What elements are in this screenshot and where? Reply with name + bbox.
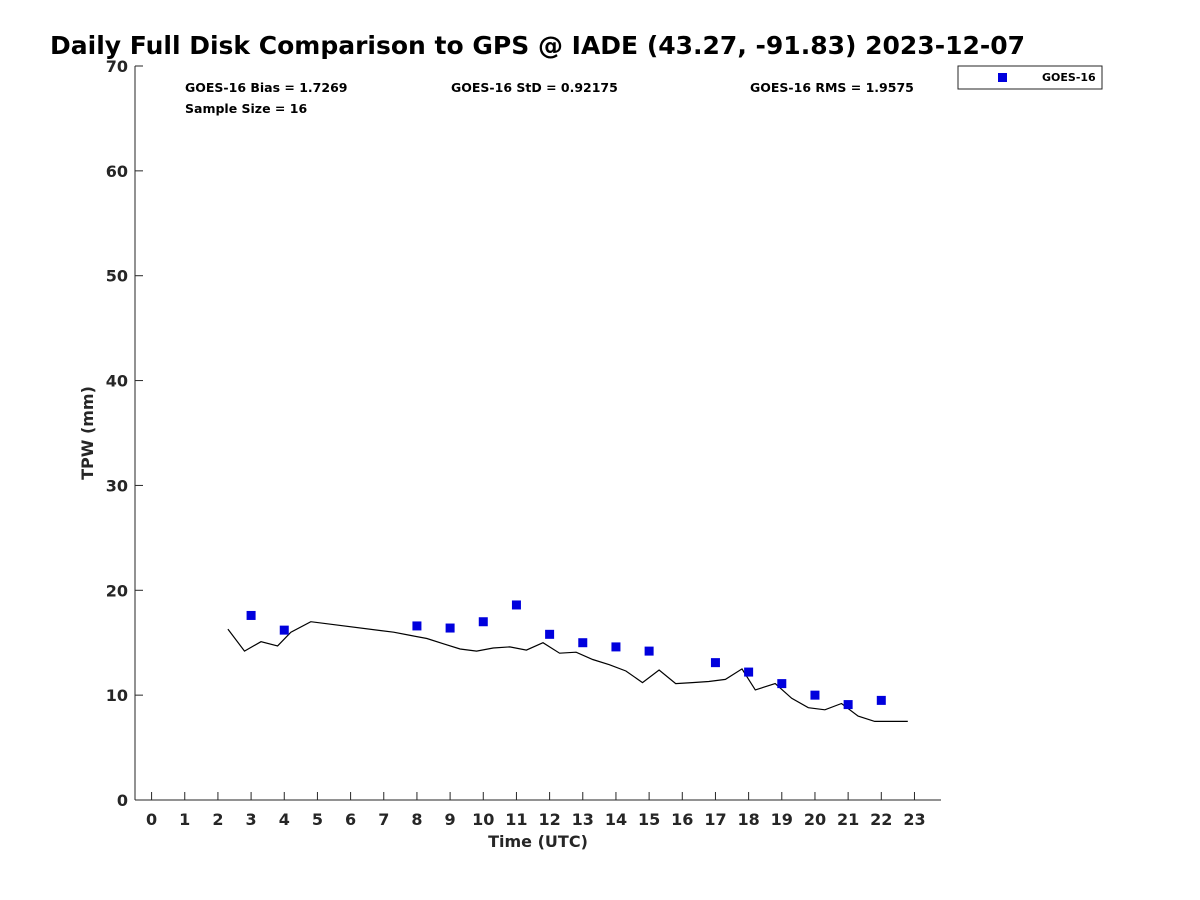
legend: GOES-16 bbox=[957, 65, 1103, 90]
legend-marker bbox=[998, 73, 1007, 82]
goes-point bbox=[810, 690, 820, 700]
x-tick-label: 18 bbox=[737, 810, 759, 829]
x-tick-label: 13 bbox=[572, 810, 594, 829]
goes-point bbox=[445, 623, 455, 633]
std-stat: GOES-16 StD = 0.92175 bbox=[451, 80, 618, 95]
chart-title: Daily Full Disk Comparison to GPS @ IADE… bbox=[50, 31, 1025, 60]
x-tick-label: 5 bbox=[312, 810, 323, 829]
goes-point bbox=[843, 700, 853, 710]
goes-point bbox=[777, 679, 787, 689]
x-tick-label: 23 bbox=[903, 810, 925, 829]
x-tick-label: 10 bbox=[472, 810, 494, 829]
y-tick-label: 10 bbox=[106, 686, 128, 705]
x-tick-label: 19 bbox=[771, 810, 793, 829]
y-axis-label: TPW (mm) bbox=[78, 386, 97, 480]
goes-point bbox=[876, 695, 886, 705]
x-tick-label: 14 bbox=[605, 810, 627, 829]
x-tick-label: 4 bbox=[279, 810, 290, 829]
y-tick-label: 50 bbox=[106, 267, 128, 286]
x-tick-label: 9 bbox=[445, 810, 456, 829]
y-tick-label: 0 bbox=[117, 791, 128, 810]
goes-point bbox=[644, 646, 654, 656]
x-tick-label: 20 bbox=[804, 810, 826, 829]
goes-point bbox=[279, 625, 289, 635]
x-tick-label: 7 bbox=[378, 810, 389, 829]
x-tick-label: 8 bbox=[411, 810, 422, 829]
goes-point bbox=[246, 610, 256, 620]
legend-label: GOES-16 bbox=[1042, 71, 1096, 84]
x-tick-label: 16 bbox=[671, 810, 693, 829]
x-tick-label: 11 bbox=[505, 810, 527, 829]
x-tick-label: 0 bbox=[146, 810, 157, 829]
goes-point bbox=[511, 600, 521, 610]
x-tick-label: 21 bbox=[837, 810, 859, 829]
goes-point bbox=[611, 642, 621, 652]
y-tick-label: 60 bbox=[106, 162, 128, 181]
x-tick-label: 1 bbox=[179, 810, 190, 829]
goes-point bbox=[545, 629, 555, 639]
goes-point bbox=[744, 667, 754, 677]
y-tick-label: 40 bbox=[106, 372, 128, 391]
legend-box bbox=[957, 65, 1103, 90]
tick-group: 0 1 2 3 4 5 6 7 8 9 10 11 12 13 14 15 16 17 18 19 20 21 22 2301… bbox=[106, 57, 926, 829]
rms-stat: GOES-16 RMS = 1.9575 bbox=[750, 80, 914, 95]
y-tick-label: 20 bbox=[106, 581, 128, 600]
axes bbox=[134, 66, 941, 801]
sample-size-stat: Sample Size = 16 bbox=[185, 101, 307, 116]
x-tick-label: 17 bbox=[704, 810, 726, 829]
bias-stat: GOES-16 Bias = 1.7269 bbox=[185, 80, 347, 95]
x-tick-label: 22 bbox=[870, 810, 892, 829]
x-tick-label: 12 bbox=[538, 810, 560, 829]
series-layer bbox=[227, 600, 908, 723]
x-tick-label: 15 bbox=[638, 810, 660, 829]
x-tick-label: 6 bbox=[345, 810, 356, 829]
x-tick-label: 2 bbox=[212, 810, 223, 829]
y-tick-label: 70 bbox=[106, 57, 128, 76]
gps-line bbox=[227, 621, 908, 723]
y-tick-label: 30 bbox=[106, 476, 128, 495]
goes-point bbox=[412, 621, 422, 631]
goes-point bbox=[710, 658, 720, 668]
x-tick-label: 3 bbox=[246, 810, 257, 829]
goes-point bbox=[578, 638, 588, 648]
x-axis-label: Time (UTC) bbox=[488, 832, 588, 851]
goes-point bbox=[478, 617, 488, 627]
